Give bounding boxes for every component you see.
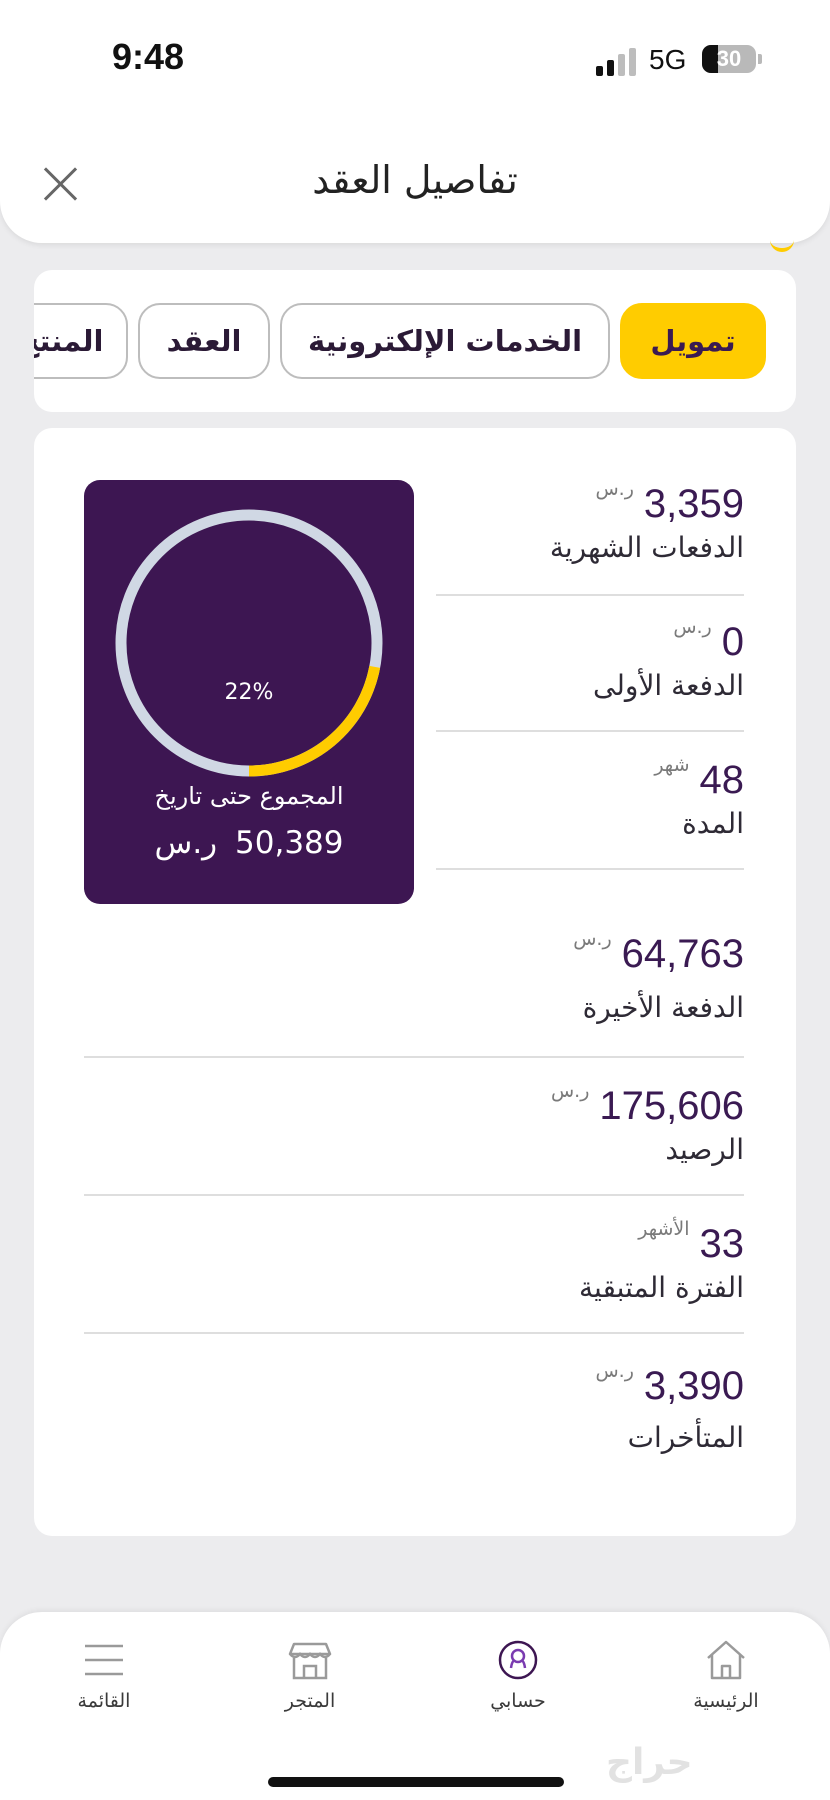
- tab-financing[interactable]: تمويل: [620, 303, 766, 379]
- stat-down-payment: 0 ر.س الدفعة الأولى: [593, 616, 744, 702]
- stat-label: الدفعات الشهرية: [549, 531, 744, 564]
- stat-unit: ر.س: [595, 478, 634, 500]
- stat-unit: ر.س: [573, 928, 612, 950]
- bottom-nav: الرئيسية حسابي المتجر القائمة: [0, 1612, 830, 1800]
- stat-label: الفترة المتبقية: [579, 1271, 744, 1304]
- stat-remaining-period: 33 الأشهر الفترة المتبقية: [579, 1218, 745, 1304]
- battery-icon: 30: [702, 45, 756, 73]
- nav-label: حسابي: [490, 1690, 546, 1712]
- divider: [436, 594, 744, 596]
- stat-arrears: 3,390 ر.س المتأخرات: [595, 1360, 744, 1454]
- divider: [84, 1056, 744, 1058]
- tab-e-services[interactable]: الخدمات الإلكترونية: [280, 303, 610, 379]
- stat-unit: شهر: [654, 754, 690, 776]
- stat-value: 3,359: [643, 482, 744, 526]
- payment-progress-box: 22% المجموع حتى تاريخ 50,389 ر.س: [84, 480, 414, 904]
- nav-label: القائمة: [77, 1690, 131, 1712]
- contract-details-card: 22% المجموع حتى تاريخ 50,389 ر.س 3,359 ر.…: [34, 428, 796, 1536]
- status-time: 9:48: [112, 36, 185, 77]
- stat-final-payment: 64,763 ر.س الدفعة الأخيرة: [573, 928, 744, 1024]
- stat-value: 48: [699, 758, 745, 802]
- nav-store[interactable]: المتجر: [250, 1634, 370, 1712]
- home-icon: [707, 1640, 745, 1680]
- progress-total-currency: ر.س: [154, 825, 218, 861]
- tabs-bar: تمويل الخدمات الإلكترونية العقد المنتج: [34, 270, 796, 412]
- stat-label: المتأخرات: [627, 1421, 744, 1454]
- stat-value: 0: [721, 620, 744, 664]
- stat-unit: ر.س: [595, 1360, 634, 1382]
- stat-value: 64,763: [621, 932, 744, 976]
- divider: [84, 1332, 744, 1334]
- stat-unit: ر.س: [673, 616, 712, 638]
- stat-label: الرصيد: [665, 1133, 744, 1166]
- network-type: 5G: [649, 44, 687, 75]
- page-title: تفاصيل العقد: [312, 158, 518, 202]
- divider: [436, 730, 744, 732]
- menu-icon: [85, 1644, 123, 1676]
- stat-unit: ر.س: [550, 1080, 590, 1102]
- header: 9:48 5G 30 تفاصيل العقد: [0, 0, 830, 252]
- stat-balance: 175,606 ر.س الرصيد: [551, 1080, 744, 1166]
- nav-account[interactable]: حسابي: [458, 1634, 578, 1712]
- battery-tip: [758, 54, 762, 64]
- decorative-accent: [770, 230, 794, 252]
- stat-label: المدة: [682, 807, 744, 840]
- divider: [436, 868, 744, 870]
- progress-percent: 22%: [224, 680, 274, 705]
- stat-value: 33: [699, 1222, 745, 1266]
- stat-duration: 48 شهر المدة: [654, 754, 745, 840]
- progress-ring: [115, 509, 383, 777]
- divider: [84, 1194, 744, 1196]
- battery-level: 30: [716, 46, 742, 71]
- store-icon: [288, 1642, 332, 1680]
- stat-unit: الأشهر: [638, 1218, 690, 1240]
- progress-total-value: 50,389: [235, 825, 344, 861]
- nav-label: المتجر: [284, 1690, 336, 1712]
- progress-ring-fill: [115, 509, 383, 777]
- account-icon: [498, 1640, 538, 1680]
- tab-product[interactable]: المنتج: [34, 303, 128, 379]
- stat-value: 3,390: [643, 1364, 744, 1408]
- stat-label: الدفعة الأخيرة: [582, 991, 744, 1024]
- tab-contract[interactable]: العقد: [138, 303, 270, 379]
- battery-fill: [702, 45, 719, 73]
- stat-value: 175,606: [599, 1084, 744, 1128]
- nav-label: الرئيسية: [693, 1690, 759, 1712]
- stat-label: الدفعة الأولى: [593, 669, 744, 702]
- nav-menu[interactable]: القائمة: [44, 1634, 164, 1712]
- stat-monthly-payments: 3,359 ر.س الدفعات الشهرية: [549, 478, 744, 564]
- watermark: حراج: [606, 1742, 693, 1783]
- progress-label: المجموع حتى تاريخ: [154, 782, 344, 810]
- home-indicator[interactable]: [268, 1777, 564, 1787]
- signal-icon: [596, 48, 638, 76]
- nav-home[interactable]: الرئيسية: [666, 1634, 786, 1712]
- progress-total: 50,389 ر.س: [84, 825, 414, 861]
